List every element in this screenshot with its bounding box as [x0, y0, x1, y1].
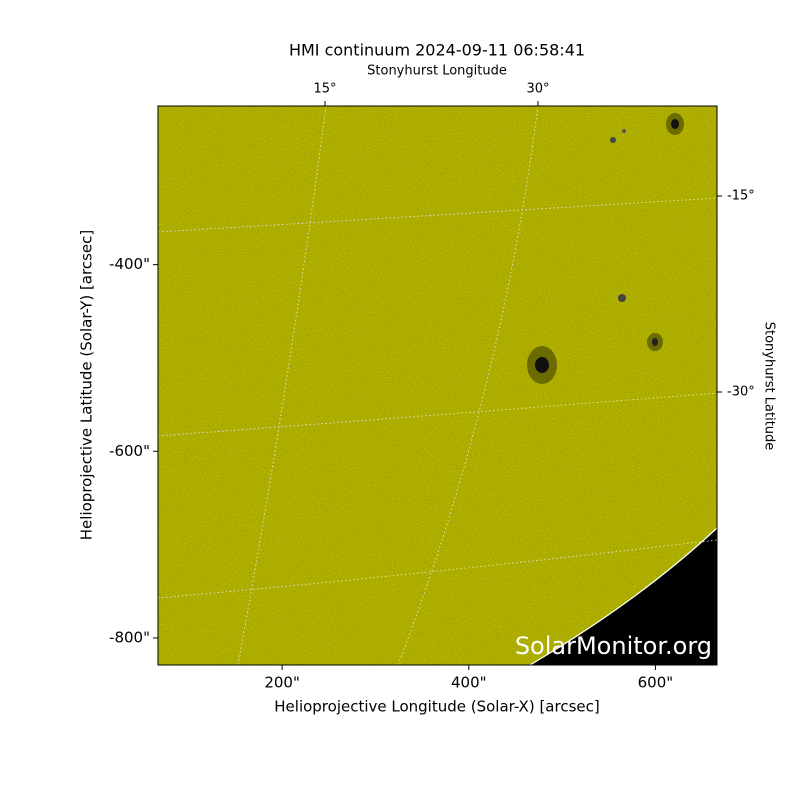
y-tick-label: -600" — [109, 442, 150, 460]
y-tick-label: -400" — [109, 255, 150, 273]
plot-frame — [157, 105, 718, 666]
top-axis-label: Stonyhurst Longitude — [367, 64, 507, 79]
sunspots — [527, 113, 684, 384]
x-axis-label: Helioprojective Longitude (Solar-X) [arc… — [274, 698, 599, 716]
right-tick-label: -15° — [727, 189, 755, 204]
watermark: SolarMonitor.org — [515, 632, 712, 660]
x-tick-label: 400" — [451, 674, 487, 692]
right-tick-label: -30° — [727, 385, 755, 400]
space — [530, 528, 717, 665]
y-tick-label: -800" — [109, 628, 150, 646]
x-tick-label: 200" — [264, 674, 300, 692]
x-tick-label: 600" — [638, 674, 674, 692]
right-axis-label: Stonyhurst Latitude — [762, 322, 777, 451]
y-axis-label: Helioprojective Latitude (Solar-Y) [arcs… — [78, 230, 96, 540]
top-tick-label: 15° — [313, 82, 336, 97]
solar-image — [158, 106, 717, 665]
chart-title: HMI continuum 2024-09-11 06:58:41 — [289, 41, 585, 60]
top-tick-label: 30° — [526, 82, 549, 97]
grid — [158, 106, 717, 665]
